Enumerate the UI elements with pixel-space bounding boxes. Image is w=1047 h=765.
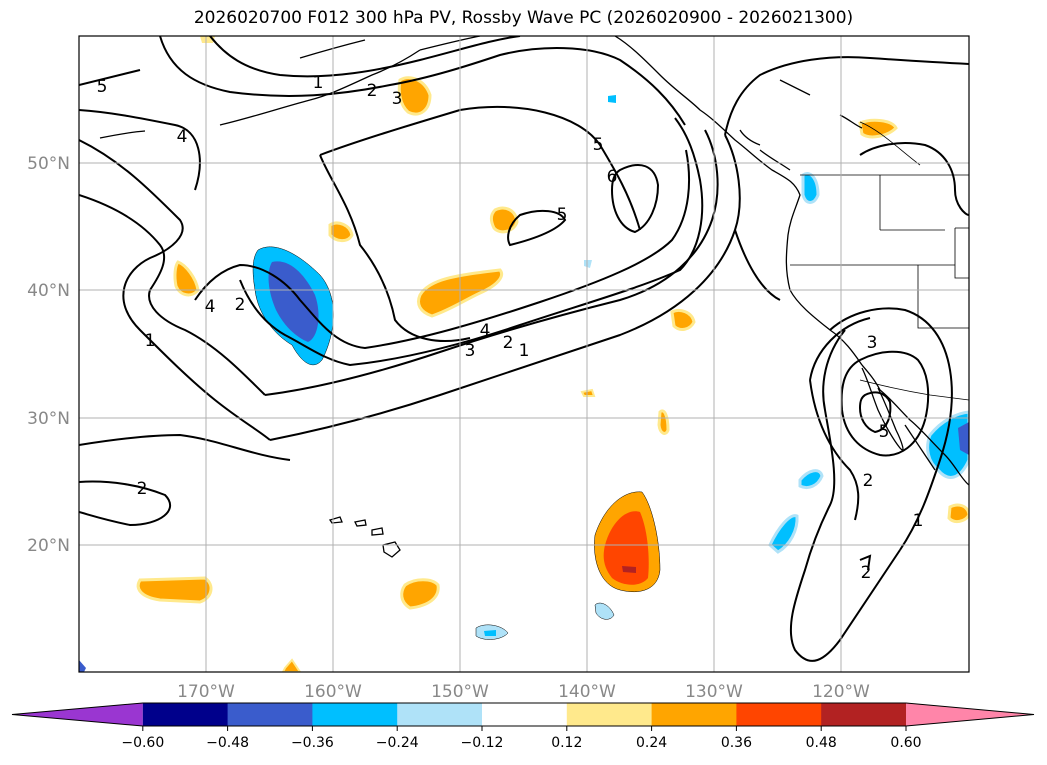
contour-label: 2 (503, 333, 514, 353)
contour-label: 2 (861, 563, 872, 583)
colorbar-segment (227, 703, 313, 726)
longitude-labels: 170°W 160°W 150°W 140°W 130°W 120°W (177, 682, 870, 702)
contour-label: 3 (465, 341, 476, 361)
contour-label: 2 (367, 81, 378, 101)
contour-labels: 1 2 3 4 5 6 2 1 5 4 5 1 2 3 4 2 3 5 2 1 … (97, 73, 924, 583)
colorbar-segment (821, 703, 907, 726)
contour-label: 5 (593, 135, 604, 155)
colorbar-segment (312, 703, 398, 726)
colorbar-tick-label: −0.36 (291, 735, 334, 751)
colorbar-extend-high (906, 703, 1034, 726)
map-frame (78, 35, 970, 673)
political-borders (790, 121, 969, 401)
lat-label: 50°N (27, 154, 70, 174)
colorbar-segment (566, 703, 653, 726)
contour-label: 2 (137, 479, 148, 499)
map-area: 1 2 3 4 5 6 2 1 5 4 5 1 2 3 4 2 3 5 2 1 … (79, 36, 969, 672)
gridlines (79, 36, 969, 672)
lon-label: 120°W (812, 682, 870, 702)
colorbar-tick-label: 0.24 (636, 735, 667, 751)
contour-label: 1 (145, 331, 156, 351)
contour-label: 3 (392, 89, 403, 109)
colorbar-segment (736, 703, 822, 726)
colorbar-tick-label: −0.48 (206, 735, 249, 751)
map-title: 2026020700 F012 300 hPa PV, Rossby Wave … (193, 8, 854, 28)
colorbar-tick-label: −0.60 (121, 735, 164, 751)
contour-label: 2 (863, 471, 874, 491)
contour-label: 2 (235, 295, 246, 315)
contour-label: 1 (913, 511, 924, 531)
colorbar-segment (142, 703, 229, 726)
lat-label: 20°N (27, 536, 70, 556)
lon-label: 160°W (304, 682, 362, 702)
lon-label: 170°W (177, 682, 235, 702)
colorbar: −0.60 −0.48 −0.36 −0.24 −0.12 0.12 0.24 0.36 0.4… (11, 702, 1035, 751)
colorbar-segment (651, 703, 737, 726)
colorbar-segment (482, 703, 568, 726)
latitude-labels: 50°N 40°N 30°N 20°N (27, 154, 70, 556)
contour-label: 6 (607, 167, 618, 187)
contour-label: 1 (313, 73, 324, 93)
colorbar-tick-label: −0.24 (376, 735, 419, 751)
colorbar-tick-label: 0.60 (890, 735, 921, 751)
contour-label: 4 (205, 297, 216, 317)
contour-label: 4 (480, 321, 491, 341)
contour-label: 4 (177, 127, 188, 147)
contour-label: 5 (97, 77, 108, 97)
lon-label: 130°W (685, 682, 743, 702)
positive-anomaly-core (603, 511, 649, 585)
lat-label: 30°N (27, 409, 70, 429)
contour-label: 1 (519, 341, 530, 361)
contour-label: 5 (557, 205, 568, 225)
colorbar-tick-label: 0.12 (551, 735, 582, 751)
colorbar-tick-label: 0.36 (721, 735, 752, 751)
colorbar-segment (397, 703, 483, 726)
contour-label: 5 (879, 422, 890, 442)
lat-label: 40°N (27, 281, 70, 301)
colorbar-extend-low (12, 703, 143, 726)
lon-label: 150°W (431, 682, 489, 702)
colorbar-tick-label: 0.48 (806, 735, 837, 751)
pv-contours (79, 36, 969, 662)
contour-label: 3 (867, 333, 878, 353)
lon-label: 140°W (558, 682, 616, 702)
colorbar-tick-label: −0.12 (461, 735, 504, 751)
